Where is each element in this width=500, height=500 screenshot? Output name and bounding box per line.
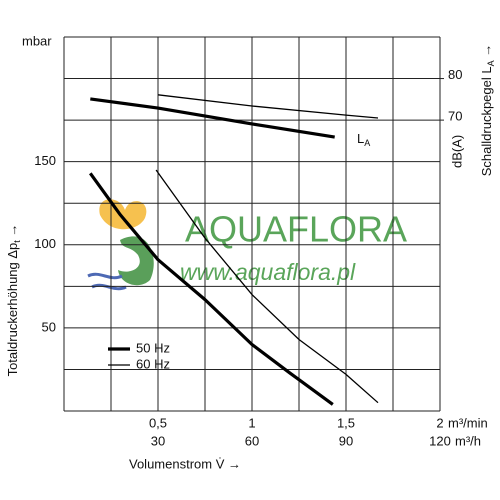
x2-tick-label: 30 <box>151 433 165 448</box>
sound-line <box>90 97 335 139</box>
y2-tick-label: 80 <box>448 67 462 82</box>
watermark-url: www.aquaflora.pl <box>180 259 356 285</box>
watermark-title: AQUAFLORA <box>185 209 407 250</box>
logo-green <box>118 236 154 286</box>
la-sub: A <box>364 138 370 148</box>
y-title-text: Totaldruckerhöhung Δp <box>5 243 20 377</box>
x2-tick-label: 120 <box>429 433 451 448</box>
y2-axis-title: Schalldruckpegel LA → <box>479 44 496 177</box>
x-tick-label: 1 <box>248 415 255 430</box>
y-tick-label: 150 <box>34 153 56 168</box>
x-unit: m³/min <box>448 415 488 430</box>
x2-tick-label: 90 <box>339 433 353 448</box>
y-unit: mbar <box>22 33 52 48</box>
y2-title-text: Schalldruckpegel L <box>479 66 494 176</box>
legend-label: 50 Hz <box>136 340 170 355</box>
x2-unit: m³/h <box>455 433 481 448</box>
x2-tick-label: 60 <box>245 433 259 448</box>
y-tick-label: 50 <box>42 319 56 334</box>
y-title-sub: t <box>12 240 22 243</box>
y-title-arrow: → <box>5 224 20 241</box>
y-tick-label: 100 <box>34 236 56 251</box>
y2-title-arrow: → <box>479 44 494 61</box>
y2-title-sub: A <box>486 60 496 66</box>
la-text: L <box>357 131 364 146</box>
y2-unit: dB(A) <box>449 135 464 168</box>
la-label: LA <box>357 131 370 148</box>
pressure-line <box>155 169 379 404</box>
x-tick-label: 2 <box>436 415 443 430</box>
pressure-line <box>89 172 334 406</box>
sound-line <box>157 94 379 119</box>
y2-tick-label: 70 <box>448 109 462 124</box>
y-axis-title: Totaldruckerhöhung Δpt → <box>5 224 22 377</box>
x-axis-title: Volumenstrom V̇ → <box>129 456 241 471</box>
x-tick-label: 0,5 <box>149 415 167 430</box>
legend-label: 60 Hz <box>136 356 170 371</box>
logo-yellow <box>99 199 147 230</box>
x-tick-label: 1,5 <box>337 415 355 430</box>
